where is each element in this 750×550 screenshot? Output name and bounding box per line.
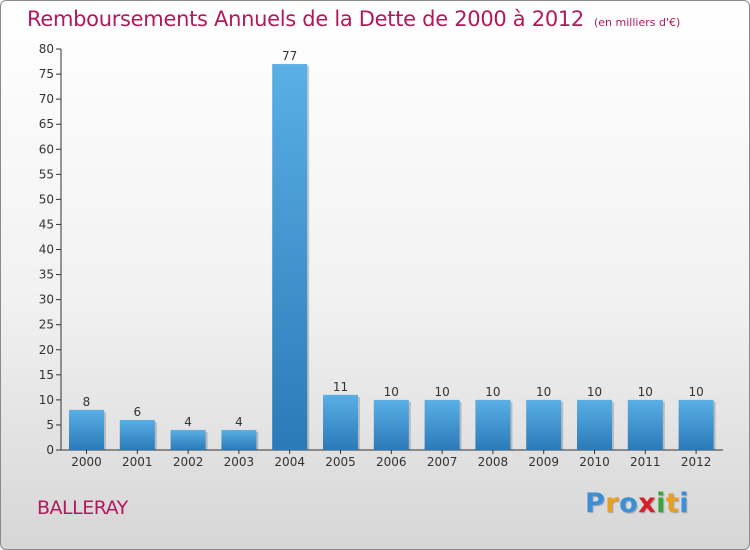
brand-logo-letter: i <box>679 488 690 519</box>
y-tick-label: 60 <box>39 142 54 156</box>
city-name: BALLERAY <box>37 497 128 519</box>
value-label: 77 <box>282 49 297 63</box>
y-tick-label: 75 <box>39 67 54 81</box>
value-label: 10 <box>384 385 399 399</box>
x-tick-label: 2011 <box>630 455 661 469</box>
brand-logo: Proxiti <box>585 488 689 519</box>
bar-2002 <box>170 429 206 450</box>
bar-2012 <box>678 399 714 450</box>
y-tick-label: 40 <box>39 243 54 257</box>
bars: 8 6 4 4 77 11 10 10 10 10 10 10 10 <box>69 49 716 450</box>
bar-2005 <box>323 394 358 450</box>
bar-2000 <box>69 409 104 450</box>
x-tick-label: 2006 <box>376 455 407 469</box>
x-tick-label: 2009 <box>528 455 559 469</box>
value-label: 11 <box>333 380 348 394</box>
y-tick-label: 20 <box>39 343 54 357</box>
value-label: 8 <box>83 395 91 409</box>
bar-2001 <box>119 419 155 450</box>
y-tick-label: 10 <box>39 393 54 407</box>
chart-title: Remboursements Annuels de la Dette de 20… <box>27 7 680 31</box>
bar-2004 <box>272 64 308 450</box>
x-tick-label: 2008 <box>478 455 509 469</box>
y-tick-label: 65 <box>39 117 54 131</box>
brand-logo-letter: r <box>605 488 620 519</box>
x-tick-label: 2010 <box>579 455 610 469</box>
x-tick-label: 2001 <box>122 455 153 469</box>
value-label: 10 <box>434 385 449 399</box>
brand-logo-letter: i <box>656 488 666 519</box>
y-tick-label: 0 <box>46 443 54 457</box>
y-tick-label: 25 <box>39 318 54 332</box>
value-label: 10 <box>688 385 703 399</box>
brand-logo-letter: o <box>619 488 639 519</box>
bar-2010 <box>577 399 612 450</box>
x-tick-label: 2005 <box>325 455 356 469</box>
y-tick-label: 80 <box>39 42 54 56</box>
y-tick-label: 55 <box>39 167 54 181</box>
y-tick-label: 5 <box>46 418 54 432</box>
bar-2011 <box>627 399 663 450</box>
value-label: 10 <box>638 385 653 399</box>
y-tick-label: 15 <box>39 368 54 382</box>
y-tick-label: 35 <box>39 268 54 282</box>
chart-unit: (en milliers d'€) <box>594 16 681 29</box>
y-tick-label: 70 <box>39 92 54 106</box>
value-label: 4 <box>235 415 243 429</box>
brand-logo-letter: x <box>638 488 657 519</box>
y-tick-label: 45 <box>39 217 54 231</box>
y-tick-label: 50 <box>39 192 54 206</box>
x-tick-label: 2012 <box>681 455 712 469</box>
x-tick-label: 2004 <box>274 455 305 469</box>
brand-logo-letter: t <box>665 488 680 519</box>
value-label: 10 <box>587 385 602 399</box>
x-axis: 2000 2001 2002 2003 2004 2005 2006 2007 2008 2009… <box>61 449 723 469</box>
bar-2008 <box>475 399 511 450</box>
bar-2009 <box>526 399 562 450</box>
x-tick-label: 2003 <box>224 455 255 469</box>
value-label: 6 <box>133 405 141 419</box>
y-tick-label: 30 <box>39 293 54 307</box>
bar-2003 <box>221 429 257 450</box>
x-tick-label: 2002 <box>173 455 204 469</box>
x-tick-label: 2007 <box>427 455 458 469</box>
chart-title-text: Remboursements Annuels de la Dette de 20… <box>27 7 584 31</box>
x-tick-label: 2000 <box>71 455 102 469</box>
value-label: 4 <box>184 415 192 429</box>
value-label: 10 <box>536 385 551 399</box>
bar-2006 <box>373 399 409 450</box>
brand-logo-letter: P <box>585 488 606 519</box>
value-label: 10 <box>485 385 500 399</box>
y-axis: 0 5 10 15 20 25 30 35 40 45 50 55 60 65 70 75 80 <box>39 42 62 457</box>
bar-2007 <box>424 399 460 450</box>
